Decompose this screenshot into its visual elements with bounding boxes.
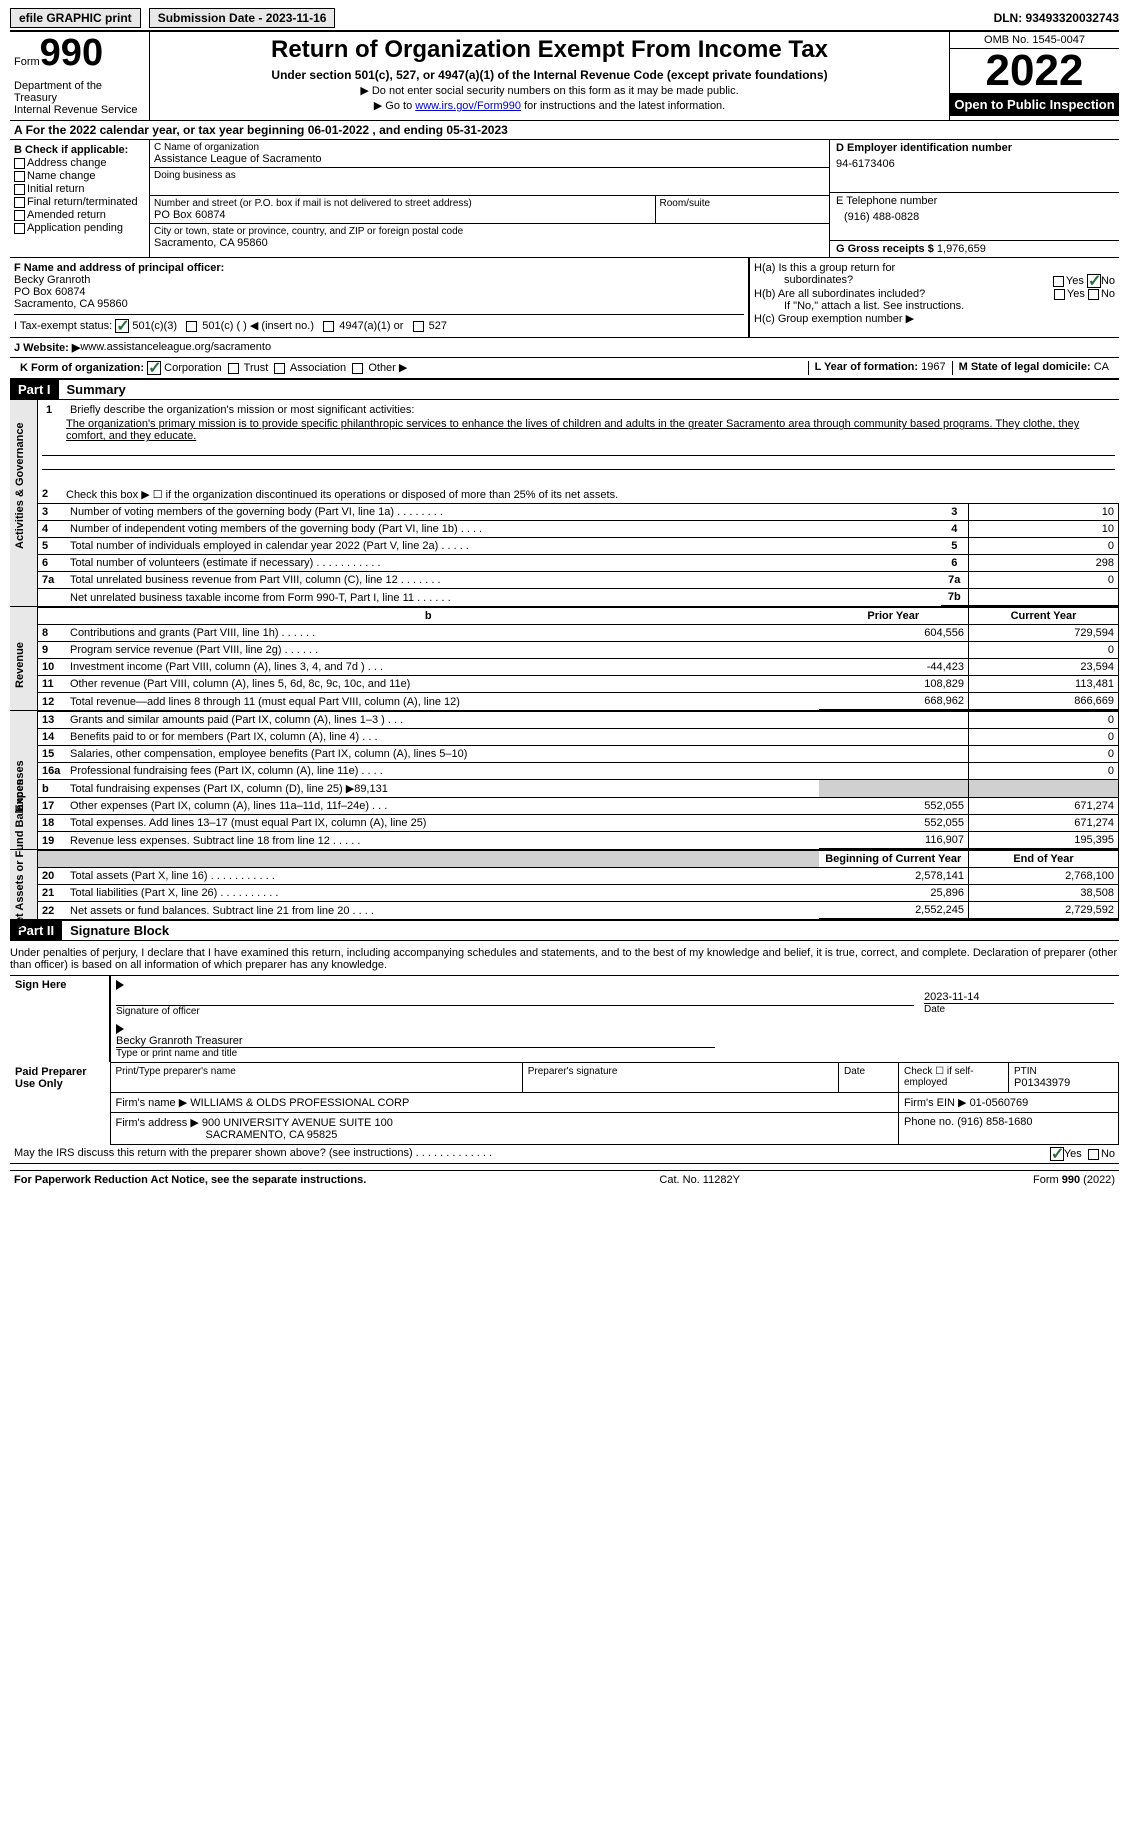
arrow-icon — [116, 980, 124, 990]
revenue-table: bPrior YearCurrent Year 8Contributions a… — [38, 607, 1119, 710]
cb-corp[interactable] — [147, 361, 161, 375]
gov-table: 3Number of voting members of the governi… — [38, 503, 1119, 606]
section-c: C Name of organization Assistance League… — [150, 140, 829, 257]
row-j: J Website: ▶ www.assistanceleague.org/sa… — [10, 338, 1119, 358]
form-number: 990 — [40, 32, 103, 74]
activities-governance: Activities & Governance 1Briefly describ… — [10, 400, 1119, 607]
cb-name[interactable]: Name change — [14, 170, 145, 182]
dln: DLN: 93493320032743 — [994, 11, 1119, 25]
form-title: Return of Organization Exempt From Incom… — [154, 36, 945, 64]
part-1-header: Part I Summary — [10, 380, 1119, 400]
expenses-table: 13Grants and similar amounts paid (Part … — [38, 711, 1119, 849]
cb-ha-no[interactable] — [1087, 274, 1101, 288]
cb-final[interactable]: Final return/terminated — [14, 196, 145, 208]
cb-amended[interactable]: Amended return — [14, 209, 145, 221]
note-ssn: ▶ Do not enter social security numbers o… — [154, 84, 945, 97]
note-link: ▶ Go to www.irs.gov/Form990 for instruct… — [154, 99, 945, 112]
department: Department of the Treasury Internal Reve… — [14, 80, 145, 116]
top-bar: efile GRAPHIC print Submission Date - 20… — [10, 8, 1119, 32]
paid-preparer: Paid Preparer Use Only Print/Type prepar… — [10, 1062, 1119, 1145]
footer: For Paperwork Reduction Act Notice, see … — [10, 1170, 1119, 1189]
cb-discuss-yes[interactable] — [1050, 1147, 1064, 1161]
form-subtitle: Under section 501(c), 527, or 4947(a)(1)… — [154, 68, 945, 82]
cb-address[interactable]: Address change — [14, 157, 145, 169]
net-table: Beginning of Current YearEnd of Year 20T… — [38, 850, 1119, 919]
arrow-icon — [116, 1024, 124, 1034]
section-b: B Check if applicable: Address change Na… — [10, 140, 150, 257]
cb-pending[interactable]: Application pending — [14, 222, 145, 234]
discuss-row: May the IRS discuss this return with the… — [10, 1145, 1119, 1164]
sign-here: Sign Here Signature of officer 2023-11-1… — [10, 976, 1119, 1062]
expenses-section: Expenses 13Grants and similar amounts pa… — [10, 711, 1119, 850]
efile-button[interactable]: efile GRAPHIC print — [10, 8, 141, 28]
section-d: D Employer identification number 94-6173… — [829, 140, 1119, 257]
perjury-statement: Under penalties of perjury, I declare th… — [10, 947, 1119, 976]
submission-date: Submission Date - 2023-11-16 — [149, 8, 336, 28]
cb-initial[interactable]: Initial return — [14, 183, 145, 195]
form-prefix: Form — [14, 56, 40, 68]
irs-link[interactable]: www.irs.gov/Form990 — [415, 100, 521, 112]
row-f: F Name and address of principal officer:… — [10, 258, 1119, 338]
row-k-l: K Form of organization: Corporation Trus… — [10, 358, 1119, 380]
form-header: Form990 Department of the Treasury Inter… — [10, 32, 1119, 121]
cb-501c3[interactable] — [115, 319, 129, 333]
row-a: A For the 2022 calendar year, or tax yea… — [10, 121, 1119, 140]
revenue-section: Revenue bPrior YearCurrent Year 8Contrib… — [10, 607, 1119, 711]
tax-year: 2022 — [950, 49, 1119, 93]
net-assets-section: Net Assets or Fund Balances Beginning of… — [10, 850, 1119, 921]
part-2-header: Part II Signature Block — [10, 921, 1119, 941]
open-inspection: Open to Public Inspection — [950, 93, 1119, 116]
